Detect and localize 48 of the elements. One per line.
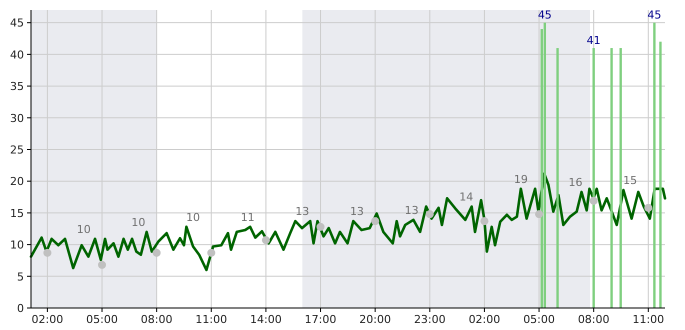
y-tick-label: 5 bbox=[17, 270, 24, 284]
x-tick-label: 05:00 bbox=[86, 313, 118, 326]
data-label: 45 bbox=[538, 8, 552, 22]
annotation: 14 bbox=[459, 190, 474, 204]
point bbox=[262, 236, 270, 244]
x-tick-label: 23:00 bbox=[414, 313, 446, 326]
point bbox=[371, 217, 380, 226]
x-tick-label: 02:00 bbox=[32, 313, 64, 326]
data-label: 45 bbox=[647, 8, 662, 22]
y-tick-label: 10 bbox=[10, 238, 24, 252]
point bbox=[644, 204, 652, 212]
point bbox=[480, 217, 488, 226]
x-tick-label: 17:00 bbox=[304, 313, 336, 326]
y-tick-label: 30 bbox=[10, 112, 24, 125]
annotation: 19 bbox=[514, 172, 528, 186]
annotation: 10 bbox=[131, 216, 146, 229]
point bbox=[590, 196, 598, 205]
y-tick-label: 25 bbox=[10, 143, 24, 156]
x-tick-label: 20:00 bbox=[359, 313, 392, 326]
x-tick-label: 02:00 bbox=[468, 313, 500, 326]
x-tick-label: 11:00 bbox=[195, 313, 228, 326]
data-label: 41 bbox=[586, 34, 601, 48]
point bbox=[535, 210, 544, 218]
point bbox=[207, 248, 216, 257]
annotation: 10 bbox=[186, 210, 200, 224]
point bbox=[316, 222, 325, 231]
x-tick-label: 08:00 bbox=[140, 313, 172, 326]
annotation: 13 bbox=[350, 205, 364, 218]
point bbox=[98, 260, 106, 269]
annotation: 15 bbox=[623, 174, 638, 188]
annotation: 10 bbox=[76, 222, 91, 236]
annotation: 13 bbox=[295, 205, 310, 218]
annotation: 13 bbox=[404, 204, 419, 217]
y-tick-label: 20 bbox=[10, 175, 24, 188]
point bbox=[152, 248, 161, 257]
annotation: 11 bbox=[240, 210, 255, 224]
y-tick-label: 45 bbox=[10, 16, 24, 30]
x-tick-label: 14:00 bbox=[250, 313, 282, 326]
y-tick-label: 0 bbox=[17, 302, 24, 315]
point bbox=[426, 210, 434, 218]
x-tick-label: 05:00 bbox=[523, 313, 555, 326]
x-tick-label: 11:00 bbox=[632, 313, 664, 326]
x-tick-label: 08:00 bbox=[578, 313, 610, 326]
y-tick-label: 15 bbox=[10, 206, 24, 220]
y-tick-label: 35 bbox=[10, 80, 24, 94]
annotation: 16 bbox=[568, 176, 582, 189]
y-tick-label: 40 bbox=[10, 48, 24, 62]
point bbox=[43, 248, 52, 257]
